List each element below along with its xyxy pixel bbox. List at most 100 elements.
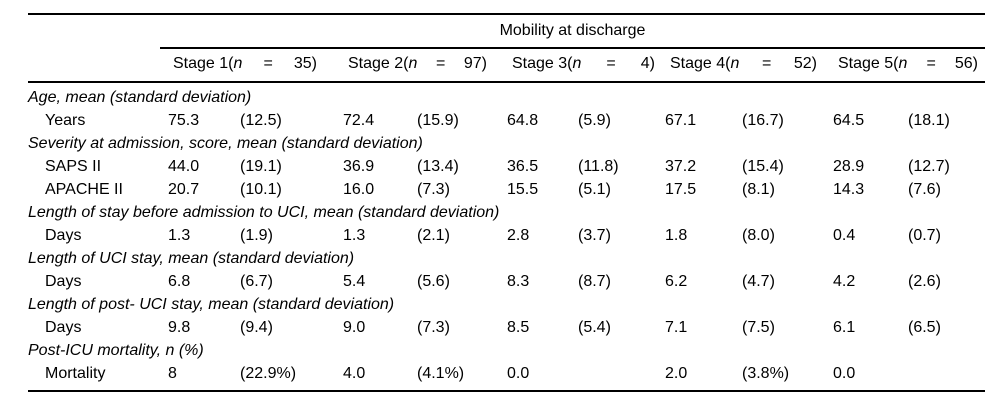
cell-stage1-sd: (10.1)	[240, 181, 282, 198]
cell-stage3-mean: 2.8	[507, 227, 530, 244]
row-label: Days	[45, 227, 82, 244]
cell-stage4-sd: (16.7)	[742, 112, 784, 129]
section-label: Length of stay before admission to UCI, …	[28, 204, 500, 221]
cell-stage1-mean: 20.7	[168, 181, 200, 198]
section-label: Severity at admission, score, mean (stan…	[28, 135, 423, 152]
row-label: Days	[45, 273, 82, 290]
cell-stage1-sd: (6.7)	[240, 273, 273, 290]
cell-stage2-mean: 36.9	[343, 158, 375, 175]
cell-stage5-mean: 64.5	[833, 112, 865, 129]
cell-stage1-mean: 44.0	[168, 158, 200, 175]
column-header-stage-2: Stage 2(n = 97)	[343, 49, 507, 81]
section-label: Post-ICU mortality, n (%)	[28, 342, 204, 359]
table-body: Age, mean (standard deviation) Years 75.3 (…	[28, 83, 985, 392]
paper-table: Mobility at discharge Stage 1(n = 35) St…	[28, 13, 985, 392]
cell-stage2-mean: 5.4	[343, 273, 366, 290]
cell-stage5-sd	[908, 362, 985, 385]
header-stage-prefix: Stage 1(n	[173, 55, 243, 72]
cell-stage5-mean: 4.2	[833, 273, 856, 290]
cell-stage3-sd: (5.9)	[578, 112, 611, 129]
cell-stage2-sd: (7.3)	[417, 319, 450, 336]
cell-stage5-sd: (0.7)	[908, 227, 941, 244]
section-row: Post-ICU mortality, n (%)	[28, 339, 985, 362]
cell-stage3-mean: 36.5	[507, 158, 539, 175]
row-label-header-spacer	[28, 49, 168, 81]
cell-stage4-mean: 2.0	[665, 365, 688, 382]
row-label: Mortality	[45, 365, 106, 382]
cell-stage5-sd: (6.5)	[908, 319, 941, 336]
cell-stage3-mean: 8.3	[507, 273, 530, 290]
header-n-symbol: n	[572, 55, 582, 72]
data-row: Days 1.3 (1.9) 1.3 (2.1) 2.8 (3.7) 1.8 (8.0) 0.4 (…	[28, 224, 985, 247]
cell-stage2-sd: (15.9)	[417, 112, 459, 129]
cell-stage3-mean: 8.5	[507, 319, 530, 336]
section-row: Age, mean (standard deviation)	[28, 86, 985, 109]
cell-stage3-sd: (11.8)	[578, 158, 619, 175]
cell-stage4-mean: 7.1	[665, 319, 688, 336]
cell-stage4-sd: (8.0)	[742, 227, 775, 244]
cell-stage5-mean: 14.3	[833, 181, 865, 198]
header-count: 97)	[463, 55, 487, 72]
header-stage-prefix: Stage 4(n	[670, 55, 740, 72]
cell-stage4-mean: 67.1	[665, 112, 697, 129]
column-header-row: Stage 1(n = 35) Stage 2(n = 97) Stage 3(…	[28, 49, 985, 83]
cell-stage5-sd: (18.1)	[908, 112, 950, 129]
cell-stage3-sd: (3.7)	[578, 227, 611, 244]
cell-stage2-sd: (13.4)	[417, 158, 459, 175]
cell-stage3-sd: (5.1)	[578, 181, 611, 198]
cell-stage2-mean: 4.0	[343, 365, 366, 382]
cell-stage3-mean: 0.0	[507, 365, 530, 382]
data-row: APACHE II 20.7 (10.1) 16.0 (7.3) 15.5 (5.1) 17.…	[28, 178, 985, 201]
cell-stage5-mean: 0.0	[833, 365, 856, 382]
section-label: Age, mean (standard deviation)	[28, 89, 252, 106]
cell-stage1-sd: (22.9%)	[240, 365, 297, 382]
cell-stage1-mean: 1.3	[168, 227, 191, 244]
column-header-stage-4: Stage 4(n = 52)	[665, 49, 833, 81]
cell-stage1-sd: (12.5)	[240, 112, 282, 129]
data-row: Years 75.3 (12.5) 72.4 (15.9) 64.8 (5.9) 67.1 (1…	[28, 109, 985, 132]
column-header-stage-1: Stage 1(n = 35)	[168, 49, 343, 81]
header-count: 35)	[293, 55, 317, 72]
cell-stage2-sd: (4.1%)	[417, 365, 465, 382]
cell-stage5-mean: 0.4	[833, 227, 856, 244]
header-count: 56)	[954, 55, 978, 72]
cell-stage3-sd: (5.4)	[578, 319, 611, 336]
section-label: Length of post- UCI stay, mean (standard…	[28, 296, 395, 313]
cell-stage5-mean: 28.9	[833, 158, 865, 175]
cell-stage1-mean: 6.8	[168, 273, 191, 290]
cell-stage5-sd: (2.6)	[908, 273, 941, 290]
header-n-symbol: n	[730, 55, 740, 72]
cell-stage5-sd: (12.7)	[908, 158, 950, 175]
cell-stage5-mean: 6.1	[833, 319, 856, 336]
cell-stage1-sd: (19.1)	[240, 158, 282, 175]
header-equals: =	[761, 55, 772, 72]
section-row: Length of stay before admission to UCI, …	[28, 201, 985, 224]
header-stage-prefix: Stage 5(n	[838, 55, 908, 72]
header-equals: =	[263, 55, 273, 72]
cell-stage2-sd: (7.3)	[417, 181, 450, 198]
header-equals: =	[606, 55, 616, 72]
section-row: Length of post- UCI stay, mean (standard…	[28, 293, 985, 316]
column-header-stage-3: Stage 3(n = 4)	[507, 49, 665, 81]
cell-stage4-mean: 37.2	[665, 158, 697, 175]
cell-stage4-sd: (4.7)	[742, 273, 775, 290]
cell-stage2-sd: (5.6)	[417, 273, 450, 290]
data-row: Mortality 8 (22.9%) 4.0 (4.1%) 0.0 2.0 (3.8%) 0.…	[28, 362, 985, 385]
cell-stage3-sd: (8.7)	[578, 273, 611, 290]
cell-stage1-mean: 8	[168, 365, 177, 382]
cell-stage2-mean: 16.0	[343, 181, 375, 198]
cell-stage3-mean: 15.5	[507, 181, 539, 198]
row-label: APACHE II	[45, 181, 123, 198]
header-count: 52)	[793, 55, 817, 72]
cell-stage1-sd: (9.4)	[240, 319, 273, 336]
row-label: Days	[45, 319, 82, 336]
cell-stage4-mean: 17.5	[665, 181, 697, 198]
cell-stage4-mean: 6.2	[665, 273, 688, 290]
header-equals: =	[435, 55, 446, 72]
header-n-symbol: n	[233, 55, 243, 72]
section-row: Severity at admission, score, mean (stan…	[28, 132, 985, 155]
row-label: Years	[45, 112, 86, 129]
column-header-stage-5: Stage 5(n = 56)	[833, 49, 985, 81]
cell-stage1-sd: (1.9)	[240, 227, 273, 244]
cell-stage3-sd	[578, 362, 665, 385]
